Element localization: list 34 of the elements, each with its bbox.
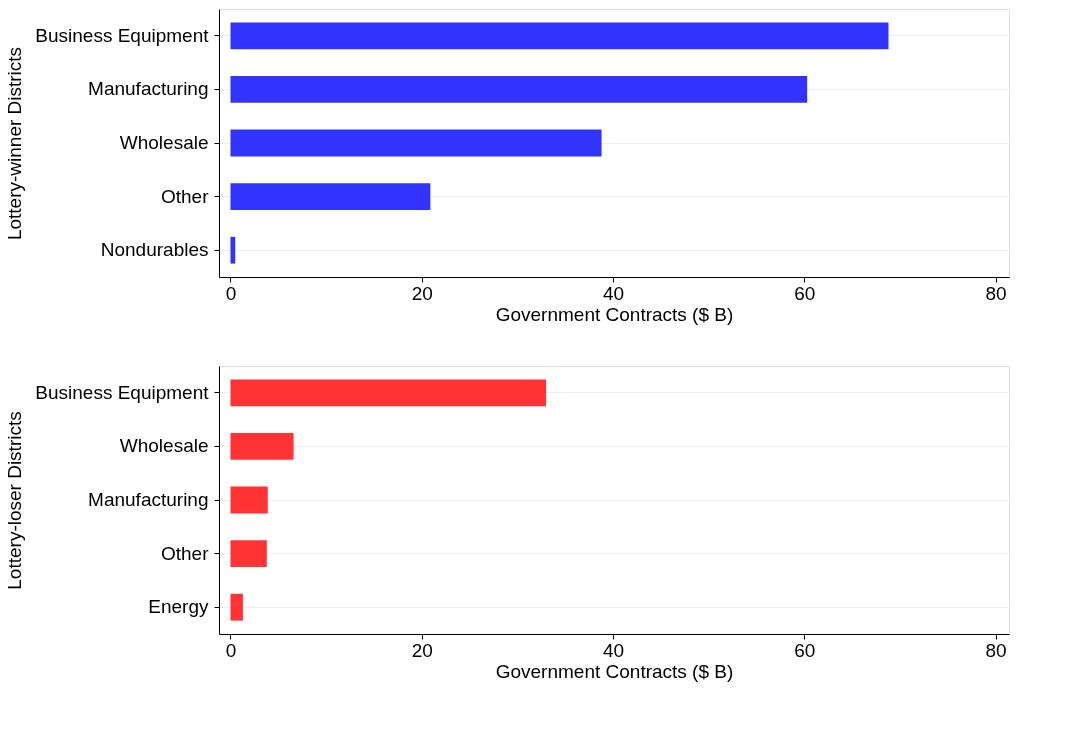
y-tick-label: Energy — [148, 596, 209, 618]
x-tick-label: 80 — [985, 282, 1007, 304]
x-axis-title: Government Contracts ($ B) — [495, 303, 734, 325]
y-tick-label: Business Equipment — [35, 24, 210, 46]
y-tick-label: Other — [160, 185, 210, 207]
bar — [230, 540, 267, 567]
bar — [230, 183, 431, 210]
bar — [230, 593, 243, 621]
y-tick-label: Other — [160, 542, 210, 564]
x-tick-label: 0 — [225, 282, 237, 304]
y-tick-label: Wholesale — [119, 132, 209, 153]
y-tick-label: Manufacturing — [88, 78, 209, 100]
bar — [230, 236, 236, 264]
bar — [230, 379, 547, 407]
bar — [230, 129, 602, 157]
bar — [230, 433, 294, 460]
bar — [230, 486, 268, 514]
x-tick-label: 80 — [985, 639, 1007, 661]
x-axis-title: Government Contracts ($ B) — [495, 660, 734, 682]
x-tick-label: 0 — [225, 639, 237, 661]
x-tick-label: 60 — [794, 282, 816, 304]
x-tick-label: 60 — [794, 639, 816, 661]
x-tick-label: 20 — [411, 282, 433, 304]
y-tick-label: Business Equipment — [35, 381, 210, 403]
bar — [230, 76, 808, 103]
y-tick-label: Nondurables — [100, 239, 209, 261]
y-tick-label: Manufacturing — [88, 489, 209, 510]
y-axis-title: Lottery-loser Districts — [4, 411, 26, 590]
x-tick-label: 40 — [602, 282, 625, 304]
x-tick-label: 20 — [411, 639, 433, 661]
bar — [230, 22, 889, 50]
y-axis-title: Lottery-winner Districts — [4, 46, 26, 241]
y-tick-label: Wholesale — [119, 435, 209, 457]
x-tick-label: 40 — [602, 639, 625, 661]
